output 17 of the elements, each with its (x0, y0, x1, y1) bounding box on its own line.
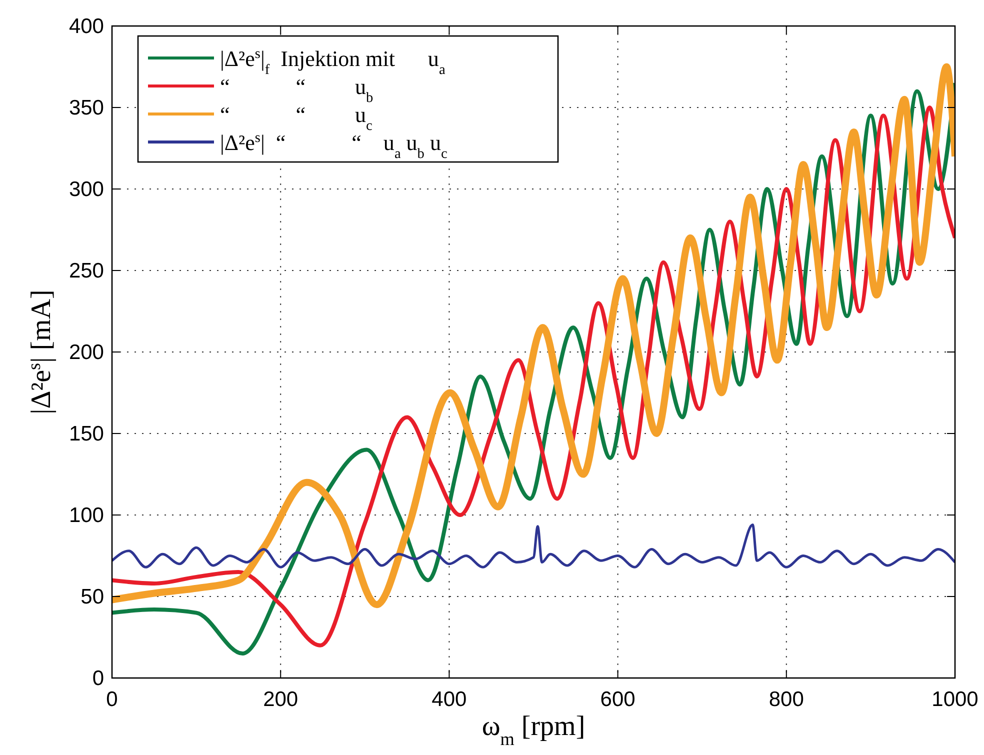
y-tick-label: 150 (68, 422, 104, 446)
y-tick-label: 250 (68, 260, 104, 282)
x-tick-label: 400 (432, 688, 467, 711)
x-axis-title: ω$_{m}$ [rpm] (482, 711, 586, 749)
y-tick-label: 0 (92, 667, 104, 690)
x-tick-label: 600 (600, 688, 636, 711)
y-tick-label: 200 (68, 341, 104, 364)
x-tick-label: 1000 (932, 688, 978, 711)
x-tick-label: 0 (106, 688, 118, 711)
y-tick-label: 300 (68, 178, 104, 201)
x-tick-label: 800 (768, 688, 804, 711)
y-tick-label: 100 (68, 504, 104, 527)
y-tick-label: 350 (68, 96, 104, 120)
x-tick-label: 200 (263, 688, 298, 711)
y-tick-label: 400 (68, 15, 104, 38)
y-tick-label: 50 (80, 586, 104, 608)
line-series (112, 524, 955, 568)
